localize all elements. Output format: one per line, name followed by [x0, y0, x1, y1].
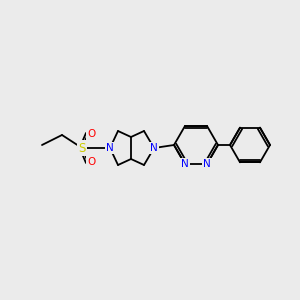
Text: O: O — [87, 129, 95, 139]
Text: S: S — [78, 142, 86, 154]
Text: N: N — [181, 159, 189, 169]
Text: N: N — [203, 159, 211, 169]
Text: N: N — [150, 143, 158, 153]
Text: O: O — [87, 157, 95, 167]
Text: N: N — [106, 143, 114, 153]
